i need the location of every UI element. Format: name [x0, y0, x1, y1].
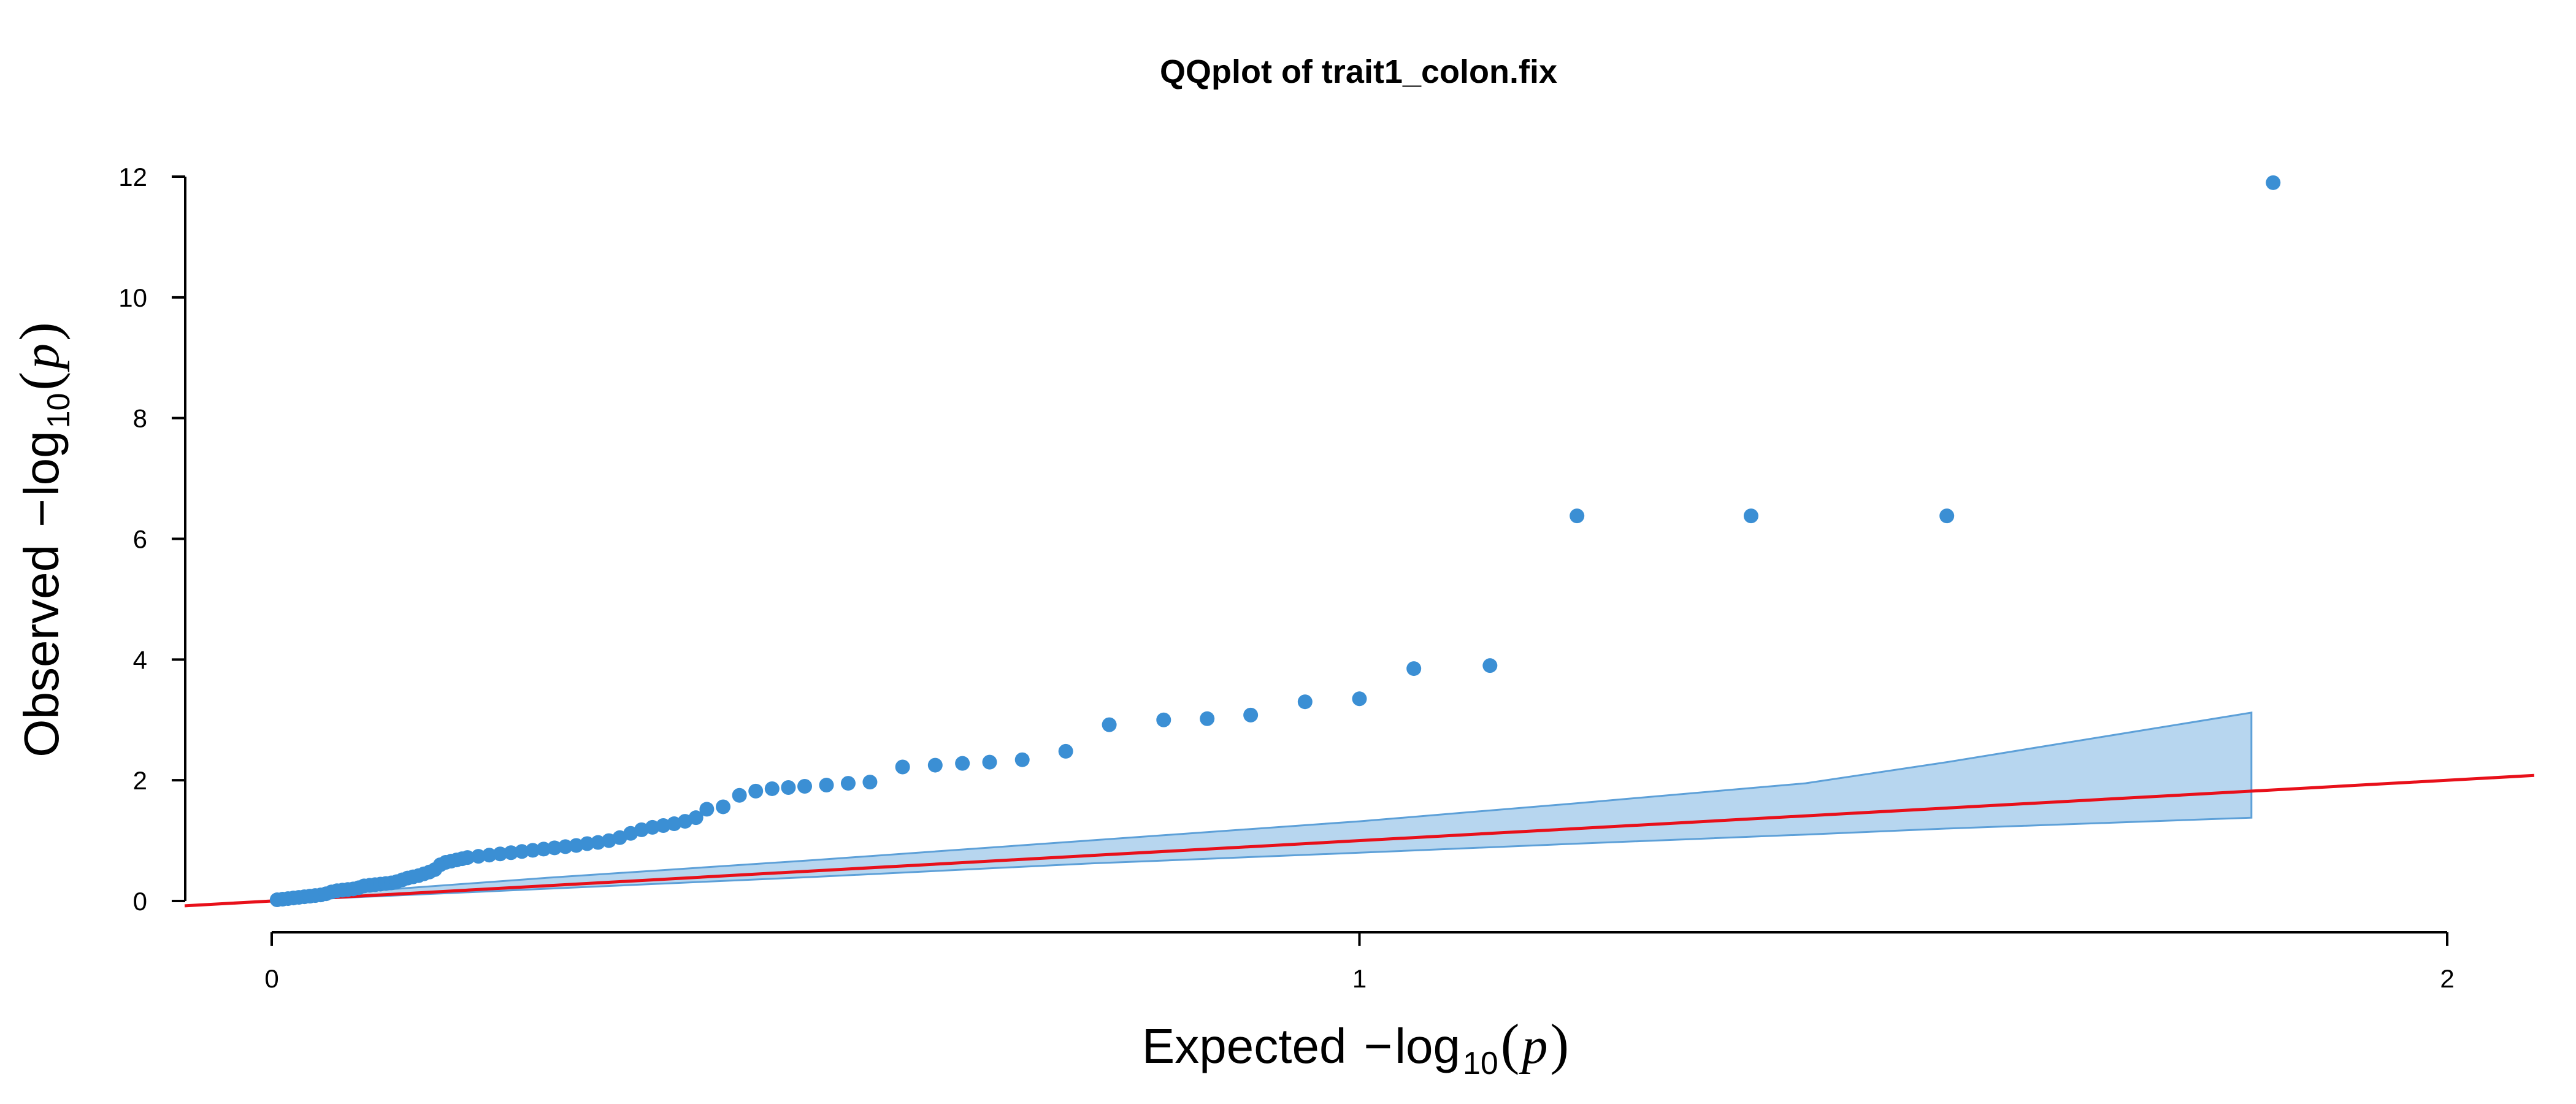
data-point — [1014, 752, 1030, 767]
data-point — [460, 850, 475, 865]
data-point — [732, 788, 747, 803]
data-point — [862, 775, 878, 790]
data-point — [955, 756, 970, 771]
data-point — [1482, 658, 1498, 673]
data-point — [569, 838, 584, 853]
x-tick-label: 0 — [264, 964, 278, 993]
y-axis-title: Observed − log 10 ( p ) — [8, 322, 77, 757]
data-point — [645, 819, 660, 835]
data-point — [470, 849, 486, 864]
data-point — [982, 754, 997, 770]
data-point — [1352, 691, 1367, 707]
data-point — [591, 835, 606, 850]
chart-title: QQplot of trait1_colon.fix — [1160, 53, 1557, 90]
data-point — [688, 810, 703, 826]
data-point — [781, 780, 796, 795]
data-point — [1297, 694, 1313, 710]
data-point — [656, 818, 671, 833]
data-point — [1058, 743, 1073, 759]
data-point — [2266, 175, 2281, 190]
data-point — [493, 846, 508, 862]
y-axis-ticks: 0 2 4 6 8 10 12 — [118, 163, 185, 916]
plot-area — [184, 175, 2535, 908]
data-point — [1939, 508, 1955, 524]
data-point — [580, 836, 595, 851]
y-tick-label: 12 — [118, 163, 147, 191]
data-point — [840, 776, 856, 791]
data-point — [1102, 717, 1117, 732]
data-point — [1743, 508, 1758, 524]
reference-line — [184, 773, 2535, 908]
data-point — [1156, 712, 1171, 727]
y-tick-label: 10 — [118, 283, 147, 312]
data-point — [895, 759, 910, 775]
data-point — [547, 840, 562, 856]
x-tick-label: 1 — [1352, 964, 1367, 993]
y-tick-label: 4 — [133, 645, 147, 674]
data-point — [481, 848, 497, 863]
data-point — [797, 779, 813, 794]
data-point — [748, 783, 764, 799]
data-point — [1570, 508, 1585, 524]
data-point — [764, 781, 780, 796]
data-point — [536, 841, 551, 857]
data-point — [1243, 707, 1259, 723]
data-point — [525, 843, 540, 858]
data-point — [819, 778, 834, 793]
y-tick-label: 6 — [133, 525, 147, 554]
data-point — [1200, 711, 1215, 726]
x-axis-ticks: 0 1 2 — [264, 932, 2455, 993]
data-point — [504, 845, 519, 861]
y-tick-label: 8 — [133, 404, 147, 433]
data-point — [558, 839, 573, 854]
data-point — [716, 799, 731, 815]
x-tick-label: 2 — [2440, 964, 2454, 993]
data-point — [927, 757, 943, 773]
data-point — [1406, 661, 1422, 677]
y-tick-label: 0 — [133, 887, 147, 916]
data-point — [699, 802, 715, 817]
x-axis-title: Expected − log 10 ( p ) — [1142, 1013, 1569, 1081]
y-tick-label: 2 — [133, 766, 147, 795]
data-point — [514, 844, 529, 859]
confidence-band — [270, 711, 2253, 902]
